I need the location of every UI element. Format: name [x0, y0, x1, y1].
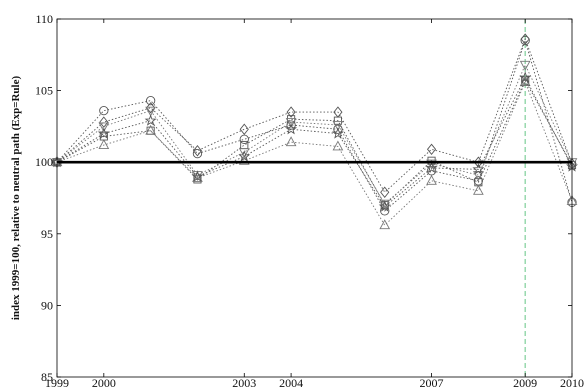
- x-tick-label: 2007: [420, 376, 444, 387]
- data-point: [99, 116, 109, 128]
- series-square: [52, 76, 577, 210]
- data-point: [379, 199, 391, 210]
- data-point: [285, 118, 297, 129]
- data-point: [380, 206, 390, 216]
- series-line: [56, 63, 573, 205]
- y-axis-title: index 1999=100, relative to neutral path…: [10, 76, 22, 321]
- x-tick-label: 2003: [232, 376, 256, 387]
- data-point: [472, 163, 485, 175]
- data-point: [192, 148, 203, 159]
- y-tick-label: 85: [41, 370, 53, 384]
- data-point: [425, 161, 438, 174]
- axis-layer: 85 90 95 100 105 110 1999 2000 2003 2004 2007 2009 2…: [35, 12, 584, 387]
- x-tick-label: 2000: [92, 376, 116, 387]
- data-point: [98, 139, 110, 149]
- data-point: [98, 122, 110, 133]
- data-point: [287, 115, 296, 124]
- data-point: [145, 106, 156, 117]
- data-point: [192, 145, 203, 157]
- y-tick-label: 95: [41, 227, 53, 241]
- y-tick-label: 100: [35, 155, 53, 169]
- data-point: [519, 60, 531, 71]
- data-point: [519, 71, 532, 83]
- x-tick-label: 2009: [513, 376, 537, 387]
- x-tick-label: 1999: [45, 376, 69, 387]
- x-tick-label: 2004: [279, 376, 303, 387]
- series-triangle-down: [51, 60, 578, 210]
- data-point: [426, 143, 437, 156]
- series-line: [56, 37, 573, 193]
- data-point: [427, 156, 436, 165]
- series-layer: [51, 19, 578, 377]
- data-point: [239, 134, 249, 144]
- data-point: [145, 124, 156, 135]
- data-point: [285, 136, 297, 147]
- data-point: [331, 127, 344, 139]
- data-point: [379, 219, 391, 230]
- data-point: [473, 184, 484, 195]
- plot-frame: [56, 18, 573, 378]
- y-tick-label: 90: [41, 298, 53, 312]
- data-point: [99, 105, 109, 116]
- data-point: [97, 127, 110, 139]
- data-point: [333, 116, 342, 125]
- series-line: [56, 38, 573, 212]
- data-point: [238, 150, 251, 162]
- y-tick-label: 110: [35, 12, 53, 26]
- series-diamond: [52, 33, 577, 198]
- series-line: [56, 79, 573, 206]
- series-star: [51, 71, 578, 212]
- data-point: [426, 174, 437, 185]
- data-point: [520, 33, 530, 45]
- data-point: [333, 124, 343, 134]
- data-point: [286, 106, 296, 118]
- data-point: [473, 156, 483, 168]
- data-point: [191, 170, 204, 182]
- data-point: [238, 148, 250, 159]
- x-tick-label: 2010: [560, 376, 584, 387]
- series-line: [56, 76, 573, 208]
- data-point: [144, 114, 157, 126]
- y-tick-label: 105: [35, 84, 53, 98]
- data-point: [378, 200, 391, 212]
- data-point: [145, 95, 156, 106]
- data-point: [146, 102, 156, 114]
- data-point: [285, 122, 298, 135]
- data-point: [239, 123, 249, 135]
- data-point: [426, 159, 437, 170]
- series-line: [56, 80, 573, 226]
- series-triangle-up: [51, 76, 578, 230]
- data-point: [380, 186, 390, 198]
- data-point: [332, 121, 344, 131]
- series-circle: [52, 35, 577, 216]
- data-point: [332, 140, 344, 151]
